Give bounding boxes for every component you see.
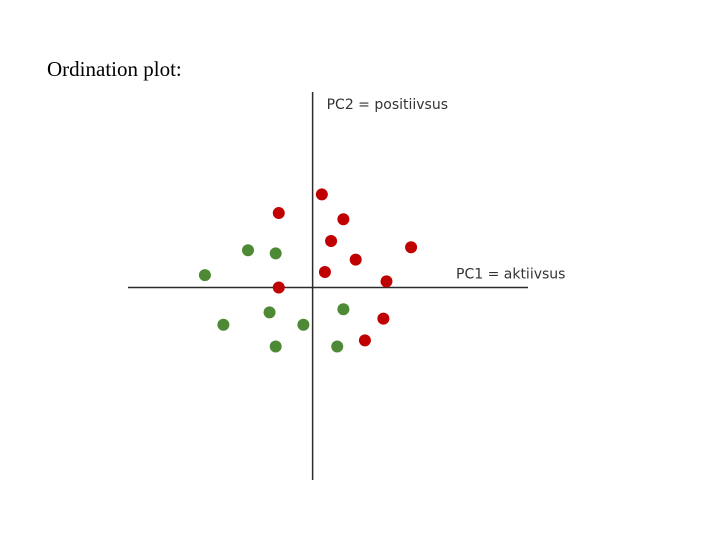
pc1-axis-label: PC1 = aktiivsus	[456, 267, 565, 283]
red-point	[405, 241, 418, 254]
pc2-axis-label: PC2 = positiivsus	[327, 97, 448, 113]
red-point	[272, 281, 285, 294]
scatter-points	[198, 188, 418, 353]
red-point	[358, 334, 371, 347]
red-point	[318, 266, 331, 279]
green-point	[242, 244, 254, 257]
green-point	[263, 306, 276, 319]
red-point	[272, 207, 285, 220]
red-point	[325, 234, 338, 247]
green-point	[331, 340, 344, 353]
green-point	[297, 318, 310, 331]
green-point	[337, 303, 350, 316]
slide-title: Ordination plot:	[47, 57, 182, 81]
red-point	[337, 213, 350, 226]
red-point	[315, 188, 328, 201]
green-point	[269, 340, 282, 353]
green-point	[198, 269, 211, 282]
red-point	[377, 312, 390, 325]
red-point	[349, 253, 362, 266]
green-point	[269, 247, 282, 260]
green-point	[217, 318, 230, 331]
red-point	[380, 275, 393, 288]
